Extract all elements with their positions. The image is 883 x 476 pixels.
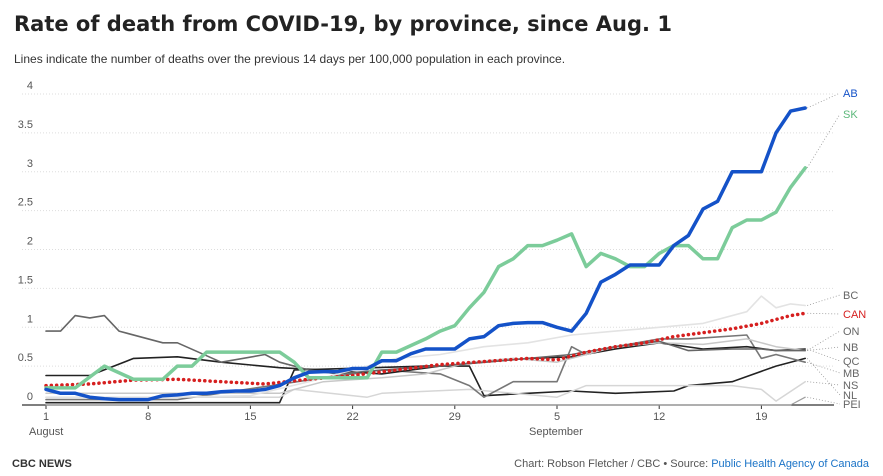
series-label-leader xyxy=(806,113,841,169)
x-tick-label: 29 xyxy=(449,411,461,423)
y-axis-ticks: 0 0.5 1 1.5 2 2.5 3 3.5 4 xyxy=(18,80,33,403)
series-label-leader xyxy=(807,396,841,405)
series-line-bc xyxy=(45,295,807,399)
y-tick-label: 0.5 xyxy=(18,352,33,364)
x-tick-label: 1 xyxy=(43,411,49,423)
series-line-nb xyxy=(45,338,806,395)
series-label-leader xyxy=(807,312,841,315)
series-label-leader xyxy=(806,358,841,396)
series-label-leader xyxy=(807,381,841,386)
series-line-ns xyxy=(45,380,806,402)
y-tick-label: 3.5 xyxy=(18,119,33,131)
x-tick-label: 8 xyxy=(145,411,151,423)
series-line-can xyxy=(44,311,807,388)
series-label-mb: MB xyxy=(843,368,860,380)
series-lines xyxy=(44,106,807,406)
chart-credit: Chart: Robson Fletcher / CBC • Source: P… xyxy=(514,458,869,470)
series-label-sk: SK xyxy=(843,109,858,121)
brand-logo: CBC NEWS xyxy=(12,458,72,470)
series-label-ns: NS xyxy=(843,380,858,392)
series-label-ab: AB xyxy=(843,88,858,100)
series-line-pei xyxy=(45,396,806,406)
series-line-sk xyxy=(44,166,807,390)
series-label-nb: NB xyxy=(843,342,858,354)
series-label-on: ON xyxy=(843,326,860,338)
series-label-leader xyxy=(807,346,841,351)
series-label-leader xyxy=(807,361,841,374)
credit-text: Chart: Robson Fletcher / CBC • Source: xyxy=(514,458,712,470)
series-label-leader xyxy=(806,330,841,351)
series-label-leader xyxy=(807,92,841,109)
x-tick-label: 12 xyxy=(653,411,665,423)
x-tick-label: 5 xyxy=(554,411,560,423)
series-label-leader xyxy=(807,294,841,306)
y-tick-label: 4 xyxy=(27,80,33,92)
x-tick-label: 15 xyxy=(244,411,256,423)
y-tick-label: 0 xyxy=(27,391,33,403)
series-line-ab xyxy=(44,106,807,402)
series-label-pei: PEI xyxy=(843,399,861,411)
series-label-nl: NL xyxy=(843,390,857,402)
chart-title: Rate of death from COVID-19, by province… xyxy=(14,12,672,36)
y-tick-label: 2 xyxy=(27,236,33,248)
x-tick-label: 19 xyxy=(755,411,767,423)
chart-subtitle: Lines indicate the number of deaths over… xyxy=(14,52,566,66)
x-axis-ticks: 1 8 15 22 29 5 12 19 August September xyxy=(29,405,768,438)
y-tick-label: 3 xyxy=(27,158,33,170)
x-tick-label: 22 xyxy=(346,411,358,423)
series-label-qc: QC xyxy=(843,356,860,368)
y-tick-label: 1 xyxy=(27,313,33,325)
source-link[interactable]: Public Health Agency of Canada xyxy=(711,458,869,470)
y-tick-label: 1.5 xyxy=(18,274,33,286)
y-tick-label: 2.5 xyxy=(18,197,33,209)
series-label-can: CAN xyxy=(843,309,866,321)
x-month-label: August xyxy=(29,426,63,438)
x-month-label: September xyxy=(529,426,583,438)
series-label-bc: BC xyxy=(843,290,858,302)
series-label-leader xyxy=(807,348,841,362)
